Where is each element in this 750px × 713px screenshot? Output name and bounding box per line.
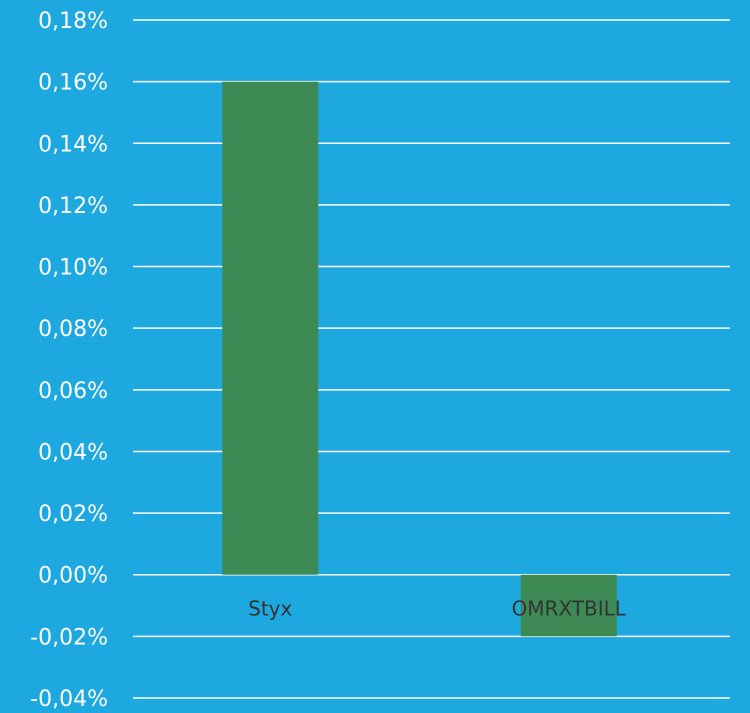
bar-styx <box>222 81 319 575</box>
y-tick-label: 0,00% <box>38 564 108 589</box>
y-tick-label: 0,06% <box>38 379 108 404</box>
y-tick-label: -0,02% <box>30 625 108 650</box>
y-tick-label: 0,14% <box>38 132 108 157</box>
x-axis-categories: Styx OMRXTBILL <box>248 597 627 621</box>
y-tick-label: 0,08% <box>38 317 108 342</box>
x-category-label: Styx <box>248 597 292 621</box>
bars <box>222 81 617 637</box>
y-tick-label: 0,02% <box>38 502 108 527</box>
y-tick-label: 0,04% <box>38 440 108 465</box>
y-tick-label: 0,12% <box>38 194 108 219</box>
x-category-label: OMRXTBILL <box>512 597 627 621</box>
y-tick-label: 0,18% <box>38 9 108 34</box>
y-tick-label: 0,16% <box>38 71 108 96</box>
y-tick-label: 0,10% <box>38 256 108 281</box>
y-axis-ticks: 0,18% 0,16% 0,14% 0,12% 0,10% 0,08% 0,06% 0,04%… <box>30 9 108 712</box>
y-tick-label: -0,04% <box>30 687 108 712</box>
bar-omrxtbill <box>520 574 617 637</box>
